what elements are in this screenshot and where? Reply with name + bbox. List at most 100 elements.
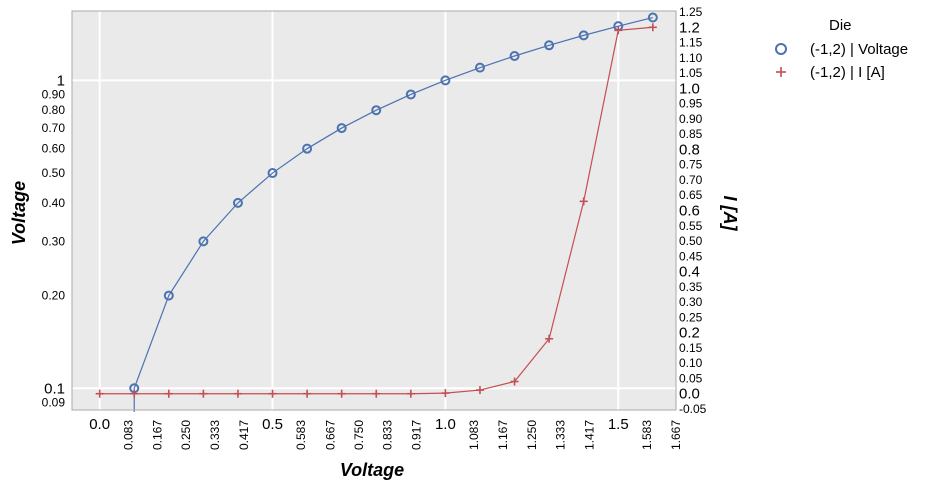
plot-border (71, 10, 677, 411)
legend-marker-current (776, 67, 786, 77)
y-right-tick-label: 0.15 (679, 341, 703, 355)
grid (72, 11, 676, 410)
y-right-tick-label: 0.6 (679, 203, 700, 220)
y-left-tick-label: 0.09 (42, 395, 66, 409)
x-tick-label: 1.5 (608, 416, 629, 433)
y-right-tick-label: 0.8 (679, 141, 700, 158)
y-right-tick-label: 1.10 (679, 51, 703, 65)
x-tick-label: 0.5 (262, 416, 283, 433)
y-right-tick-label: 0.30 (679, 295, 703, 309)
x-tick-label-minor: 0.250 (179, 420, 193, 450)
y-left-tick-label: 0.40 (42, 196, 66, 210)
x-tick-label-minor: 1.083 (467, 420, 481, 450)
data-point-voltage (405, 89, 416, 100)
y-right-tick-label: 1.2 (679, 19, 700, 36)
data-point-current (648, 23, 657, 32)
y-right-tick-label: 0.4 (679, 264, 700, 281)
data-point-voltage (163, 290, 174, 301)
data-point-current (303, 389, 312, 398)
data-point-voltage (371, 105, 382, 116)
series-line-0 (133, 16, 653, 413)
y-left-tick-label: 0.60 (42, 142, 66, 156)
x-tick-label-minor: 0.417 (237, 420, 251, 450)
y-right-tick-label: 1.25 (679, 5, 703, 19)
data-point-voltage (198, 236, 209, 247)
y-right-tick-label: 1.05 (679, 66, 703, 80)
y-right-tick-label: 1.0 (679, 80, 700, 97)
data-point-voltage (232, 197, 243, 208)
legend-title: Die (829, 17, 852, 34)
data-point-voltage (267, 168, 278, 179)
x-tick-label-minor: 1.667 (669, 420, 683, 450)
data-point-current (130, 389, 139, 398)
y-left-tick-label: 0.80 (42, 103, 66, 117)
data-point-current (475, 386, 484, 395)
y-right-tick-label: 0.75 (679, 158, 703, 172)
y-left-tick-label: 0.50 (42, 166, 66, 180)
data-point-current (614, 26, 623, 35)
y-left-tick-label: 0.90 (42, 87, 66, 101)
y-right-tick-label: 0.65 (679, 188, 703, 202)
y-left-axis-title: Voltage (9, 181, 29, 245)
y-left-tick-label: 0.20 (42, 289, 66, 303)
x-tick-label-minor: 0.833 (381, 420, 395, 450)
series-markers (95, 12, 658, 398)
tick-labels: 0.0 0.5 1.0 1.5 0.083 0.167 0.250 0.333 0.417 0.5… (42, 5, 707, 450)
y-right-tick-label: 0.95 (679, 97, 703, 111)
x-tick-label-minor: 0.083 (121, 420, 135, 450)
data-point-current (545, 334, 554, 343)
x-tick-label-minor: 0.917 (410, 420, 424, 450)
data-point-voltage (578, 30, 589, 41)
data-point-voltage (544, 40, 555, 51)
y-left-tick-label: 0.70 (42, 121, 66, 135)
y-left-tick-label: 0.1 (44, 380, 65, 397)
plot-area (72, 11, 676, 410)
legend-label-current: (-1,2) | I [A] (810, 64, 885, 81)
y-right-tick-label: 0.70 (679, 173, 703, 187)
legend-marker-voltage (775, 43, 787, 55)
legend-label-voltage: (-1,2) | Voltage (810, 41, 908, 58)
data-point-current (579, 197, 588, 206)
data-point-voltage (509, 50, 520, 61)
y-right-tick-label: 0.25 (679, 310, 703, 324)
y-right-tick-label: 0.90 (679, 112, 703, 126)
data-point-current (199, 389, 208, 398)
y-right-tick-label: 1.15 (679, 36, 703, 50)
x-tick-label-minor: 1.583 (640, 420, 654, 450)
x-tick-label-minor: 0.750 (352, 420, 366, 450)
x-axis-title: Voltage (340, 460, 404, 480)
data-point-voltage (302, 143, 313, 154)
data-point-current (372, 389, 381, 398)
data-point-current (233, 389, 242, 398)
x-tick-label-minor: 1.417 (583, 420, 597, 450)
y-left-tick-label: 0.30 (42, 234, 66, 248)
y-right-tick-label: 0.50 (679, 234, 703, 248)
data-point-voltage (474, 62, 485, 73)
data-point-current (441, 389, 450, 398)
y-right-tick-label: 0.10 (679, 356, 703, 370)
x-tick-label-minor: 0.583 (294, 420, 308, 450)
x-tick-label-minor: 0.667 (323, 420, 337, 450)
x-tick-label: 1.0 (435, 416, 456, 433)
y-right-tick-label: 0.55 (679, 219, 703, 233)
data-point-current (268, 389, 277, 398)
x-tick-label-minor: 0.333 (208, 420, 222, 450)
data-point-voltage (440, 75, 451, 86)
legend: Die (-1,2) | Voltage (-1,2) | I [A] (775, 17, 908, 81)
y-right-tick-label: -0.05 (679, 402, 707, 416)
data-point-voltage (647, 12, 658, 23)
x-tick-label-minor: 1.250 (525, 420, 539, 450)
y-right-tick-label: 0.35 (679, 280, 703, 294)
data-point-current (164, 389, 173, 398)
y-right-tick-label: 0.2 (679, 325, 700, 342)
x-tick-label-minor: 0.167 (150, 420, 164, 450)
x-tick-label-minor: 1.333 (554, 420, 568, 450)
x-tick-label: 0.0 (89, 416, 110, 433)
y-right-axis-title: I [A] (720, 196, 740, 232)
data-point-current (510, 377, 519, 386)
data-point-current (406, 389, 415, 398)
y-right-tick-label: 0.85 (679, 127, 703, 141)
y-right-tick-label: 0.05 (679, 371, 703, 385)
data-point-current (337, 389, 346, 398)
